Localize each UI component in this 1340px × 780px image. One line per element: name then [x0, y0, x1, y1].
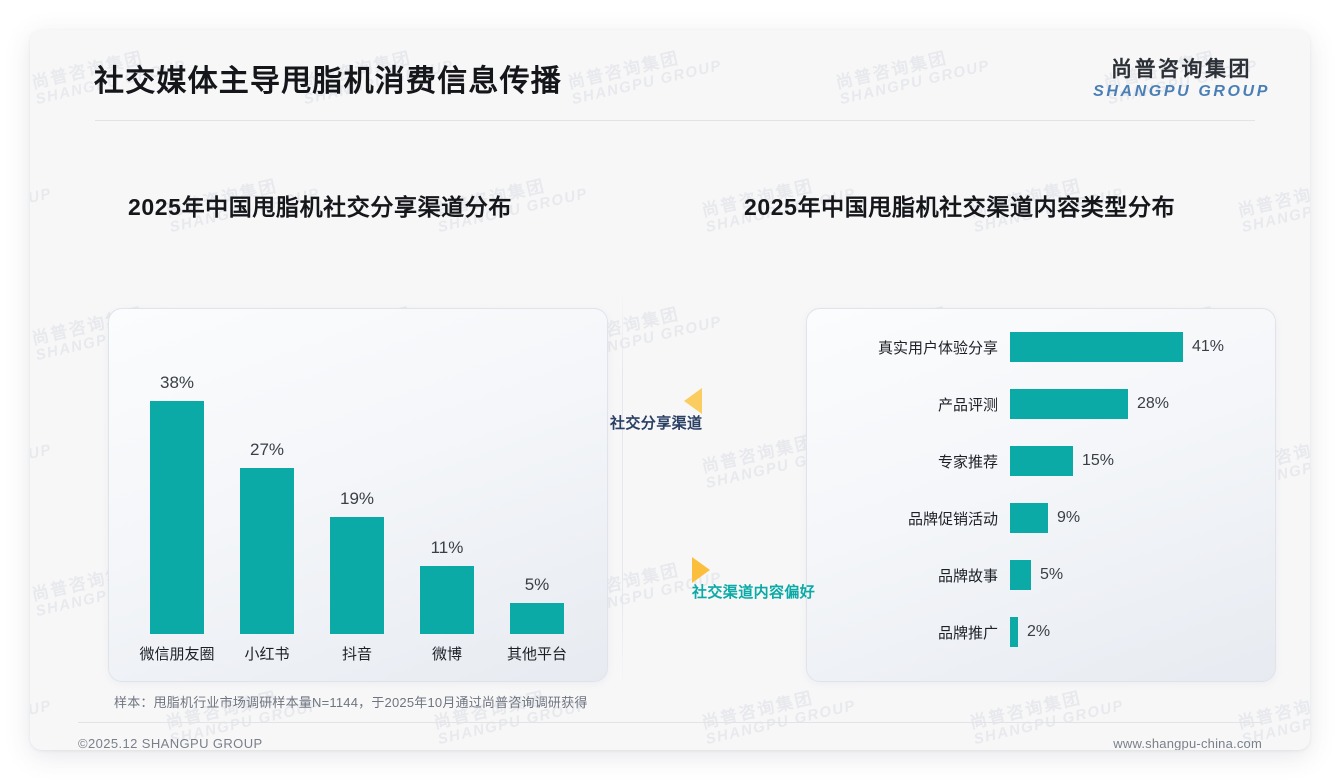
bar-column[interactable]: 11% 微博: [420, 538, 474, 663]
annotation-share-channel: 社交分享渠道: [610, 388, 703, 433]
sample-footnote: 样本：甩脂机行业市场调研样本量N=1144，于2025年10月通过尚普咨询调研获…: [114, 695, 588, 710]
right-chart-title: 2025年中国甩脂机社交渠道内容类型分布: [744, 194, 1176, 220]
triangle-left-icon: [684, 388, 703, 414]
bar-fill: [1010, 503, 1048, 533]
bar-fill: [1010, 560, 1031, 590]
bar-category-label: 品牌推广: [937, 624, 998, 642]
bar-category-label: 品牌故事: [937, 567, 998, 585]
annotation-content-preference: 社交渠道内容偏好: [692, 557, 815, 602]
bar-category-label: 真实用户体验分享: [877, 339, 998, 357]
bar-category-label: 专家推荐: [937, 453, 998, 471]
social-share-channel-bar-chart: 38% 微信朋友圈 27% 小红书 19% 抖音 11% 微博 5% 其他平台: [108, 308, 608, 682]
bar-value-label: 15%: [1082, 452, 1115, 469]
bar-column[interactable]: 27% 小红书: [240, 440, 294, 663]
bar-column[interactable]: 5% 其他平台: [507, 575, 567, 663]
bar-fill: [510, 603, 564, 634]
bar-value-label: 2%: [1027, 623, 1051, 640]
footer-website[interactable]: www.shangpu-china.com: [1113, 736, 1262, 750]
header-divider: [95, 120, 1255, 121]
center-divider: [622, 288, 623, 688]
footer-copyright: ©2025.12 SHANGPU GROUP: [78, 736, 263, 750]
table-row[interactable]: 产品评测 28%: [806, 389, 1276, 419]
bar-value-label: 28%: [1137, 395, 1170, 412]
annotation-content-preference-label: 社交渠道内容偏好: [692, 584, 816, 601]
bar-value-label: 19%: [339, 489, 375, 508]
content-type-bar-chart: 真实用户体验分享 41% 产品评测 28% 专家推荐 15% 品牌促销活动 9% 品牌故事 5% 品…: [806, 308, 1276, 682]
bar-category-label: 其他平台: [506, 646, 568, 663]
table-row[interactable]: 品牌推广 2%: [806, 617, 1276, 647]
left-chart-title: 2025年中国甩脂机社交分享渠道分布: [128, 194, 512, 220]
bar-fill: [1010, 446, 1073, 476]
brand-logo: 尚普咨询集团 SHANGPU GROUP: [1093, 58, 1270, 102]
bar-value-label: 38%: [159, 373, 195, 392]
bar-category-label: 抖音: [341, 646, 373, 663]
bar-category-label: 品牌促销活动: [907, 510, 998, 528]
slide-card: 尚普咨询集团 SHANGPU GROUP 尚普咨询集团 SHANGPU GROUP 尚普…: [30, 30, 1310, 750]
table-row[interactable]: 专家推荐 15%: [806, 446, 1276, 476]
bar-value-label: 5%: [524, 575, 550, 594]
logo-chinese-name: 尚普咨询集团: [1111, 58, 1253, 81]
bar-fill: [420, 566, 474, 634]
table-row[interactable]: 品牌故事 5%: [806, 560, 1276, 590]
bar-category-label: 微博: [431, 646, 463, 663]
right-chart-card: [806, 308, 1276, 682]
bar-fill: [1010, 617, 1018, 647]
bar-category-label: 小红书: [244, 646, 290, 663]
bar-value-label: 9%: [1057, 509, 1081, 526]
bar-value-label: 41%: [1192, 338, 1225, 355]
bar-fill: [330, 517, 384, 634]
table-row[interactable]: 真实用户体验分享 41%: [806, 332, 1276, 362]
bar-category-label: 微信朋友圈: [139, 646, 215, 663]
bar-fill: [1010, 389, 1128, 419]
bar-column[interactable]: 19% 抖音: [330, 489, 384, 663]
annotation-share-channel-label: 社交分享渠道: [610, 415, 703, 432]
bar-value-label: 11%: [430, 538, 464, 557]
slide-header: 社交媒体主导甩脂机消费信息传播 尚普咨询集团 SHANGPU GROUP: [30, 30, 1310, 122]
bar-category-label: 产品评测: [937, 396, 998, 414]
bar-fill: [150, 401, 204, 634]
bar-fill: [1010, 332, 1183, 362]
triangle-right-icon: [692, 557, 710, 583]
bar-fill: [240, 468, 294, 634]
table-row[interactable]: 品牌促销活动 9%: [806, 503, 1276, 533]
bar-value-label: 27%: [249, 440, 285, 459]
footer-divider: [78, 722, 1262, 723]
bar-column[interactable]: 38% 微信朋友圈: [139, 373, 214, 663]
page-title: 社交媒体主导甩脂机消费信息传播: [94, 65, 562, 98]
bar-value-label: 5%: [1040, 566, 1064, 583]
logo-english-name: SHANGPU GROUP: [1093, 83, 1270, 101]
